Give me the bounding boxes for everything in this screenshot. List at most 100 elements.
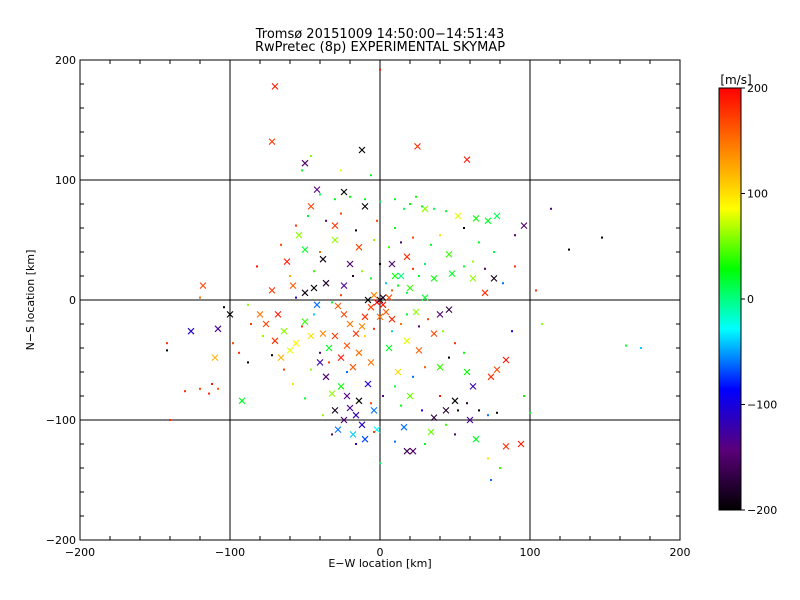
data-point-cross bbox=[346, 404, 354, 412]
data-point-dot bbox=[301, 169, 303, 172]
data-point-dot bbox=[199, 296, 201, 299]
data-point-dot bbox=[463, 265, 465, 268]
data-point-dot bbox=[247, 303, 249, 306]
data-point-dot bbox=[418, 325, 420, 328]
data-point-cross bbox=[409, 447, 417, 455]
data-point-cross bbox=[331, 236, 339, 244]
data-point-dot bbox=[223, 306, 225, 309]
data-point-dot bbox=[349, 195, 351, 198]
data-point-dot bbox=[379, 68, 381, 71]
data-point-cross bbox=[316, 359, 324, 366]
data-point-cross bbox=[400, 423, 408, 431]
y-tick-label: 0 bbox=[69, 294, 76, 307]
data-point-cross bbox=[472, 215, 480, 222]
data-point-cross bbox=[340, 282, 348, 289]
data-point-cross bbox=[328, 390, 336, 397]
data-point-dot bbox=[238, 351, 240, 354]
data-point-cross bbox=[430, 414, 438, 421]
data-point-dot bbox=[364, 198, 366, 201]
data-point-dot bbox=[496, 411, 498, 414]
data-points bbox=[166, 68, 642, 481]
data-point-cross bbox=[394, 368, 402, 376]
data-point-cross bbox=[346, 260, 354, 268]
data-point-cross bbox=[286, 347, 294, 354]
data-point-cross bbox=[319, 255, 327, 263]
data-point-dot bbox=[400, 241, 402, 244]
data-point-dot bbox=[439, 234, 441, 237]
data-point-dot bbox=[466, 402, 468, 405]
data-point-cross bbox=[493, 212, 501, 220]
data-point-dot bbox=[319, 251, 321, 253]
data-point-cross bbox=[307, 203, 315, 210]
data-point-cross bbox=[352, 411, 360, 419]
data-point-cross bbox=[268, 287, 276, 294]
data-point-cross bbox=[367, 359, 375, 366]
data-point-dot bbox=[640, 347, 642, 349]
data-point-cross bbox=[364, 380, 372, 388]
data-point-dot bbox=[355, 443, 357, 445]
data-point-dot bbox=[400, 404, 402, 407]
data-point-dot bbox=[445, 210, 447, 213]
data-point-cross bbox=[355, 243, 363, 251]
data-point-dot bbox=[292, 383, 294, 385]
data-point-dot bbox=[166, 342, 168, 345]
data-point-dot bbox=[382, 395, 384, 397]
data-point-cross bbox=[340, 416, 348, 424]
data-point-cross bbox=[343, 342, 351, 349]
data-point-cross bbox=[502, 443, 510, 450]
data-point-cross bbox=[283, 258, 291, 265]
data-point-cross bbox=[349, 431, 357, 438]
data-point-dot bbox=[346, 371, 348, 373]
data-point-dot bbox=[442, 330, 444, 333]
data-point-cross bbox=[280, 327, 288, 335]
data-point-cross bbox=[403, 253, 411, 261]
data-point-cross bbox=[271, 83, 279, 90]
data-point-cross bbox=[445, 306, 453, 313]
data-point-cross bbox=[307, 332, 315, 340]
colorbar-tick-label: 200 bbox=[747, 82, 768, 95]
data-point-dot bbox=[232, 342, 234, 345]
data-point-dot bbox=[601, 236, 603, 239]
data-point-cross bbox=[322, 279, 330, 287]
data-point-dot bbox=[283, 368, 285, 371]
data-point-cross bbox=[352, 330, 360, 337]
data-point-dot bbox=[352, 275, 354, 277]
data-point-cross bbox=[313, 186, 321, 193]
data-point-cross bbox=[463, 156, 471, 163]
x-tick-label: 0 bbox=[377, 546, 384, 559]
data-point-cross bbox=[406, 284, 414, 292]
data-point-dot bbox=[514, 265, 516, 268]
data-point-dot bbox=[325, 219, 327, 222]
data-point-cross bbox=[310, 284, 318, 292]
data-point-dot bbox=[418, 275, 420, 277]
data-point-dot bbox=[445, 423, 447, 426]
data-point-dot bbox=[406, 313, 408, 316]
data-point-cross bbox=[334, 302, 342, 310]
colorbar-tick-label: −100 bbox=[747, 399, 777, 412]
data-point-cross bbox=[502, 356, 510, 364]
data-point-dot bbox=[169, 419, 171, 421]
data-point-dot bbox=[406, 291, 408, 294]
data-point-dot bbox=[454, 342, 456, 345]
data-point-dot bbox=[391, 289, 393, 292]
y-tick-label: −200 bbox=[46, 534, 76, 547]
data-point-cross bbox=[313, 301, 321, 309]
data-point-dot bbox=[625, 344, 627, 347]
data-point-dot bbox=[448, 356, 450, 359]
data-point-dot bbox=[409, 203, 411, 205]
x-tick-label: 100 bbox=[520, 546, 541, 559]
data-point-cross bbox=[214, 325, 222, 333]
data-point-dot bbox=[397, 284, 399, 287]
data-point-dot bbox=[415, 195, 417, 198]
data-point-dot bbox=[391, 330, 393, 333]
data-point-cross bbox=[301, 159, 309, 167]
data-point-dot bbox=[394, 385, 396, 388]
data-point-cross bbox=[256, 311, 264, 318]
data-point-cross bbox=[343, 392, 351, 400]
data-point-dot bbox=[385, 282, 387, 285]
data-point-cross bbox=[385, 294, 393, 301]
data-point-cross bbox=[364, 296, 372, 304]
data-point-dot bbox=[388, 246, 390, 249]
data-point-dot bbox=[310, 368, 312, 371]
data-point-cross bbox=[388, 260, 396, 268]
